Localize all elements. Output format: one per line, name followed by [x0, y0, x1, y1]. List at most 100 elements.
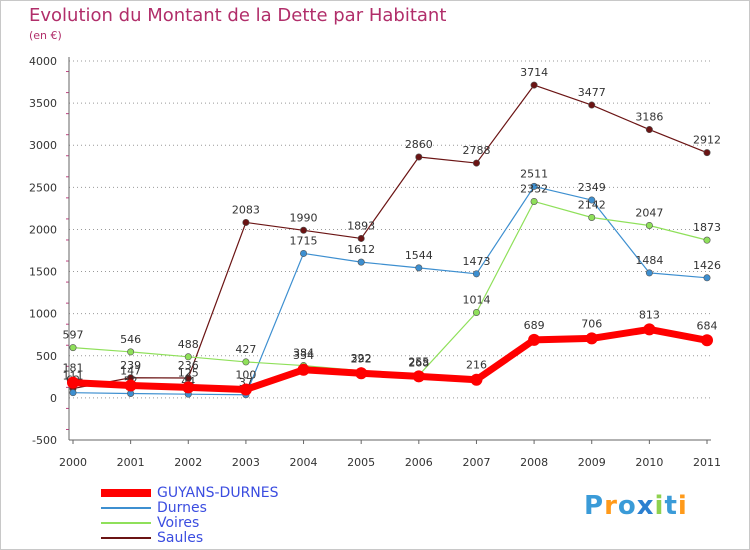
unit-label: (en €) — [29, 29, 62, 42]
data-point — [528, 333, 541, 346]
x-tick-label: 2008 — [520, 456, 548, 469]
data-label: 216 — [466, 359, 487, 372]
legend-label: Voires — [157, 515, 200, 531]
data-point — [67, 376, 79, 389]
data-point — [703, 236, 711, 244]
data-label: 2349 — [578, 181, 606, 194]
legend-label: GUYANS-DURNES — [157, 485, 279, 501]
brand-logo: Proxiti — [584, 491, 688, 521]
series-line-guyans-durnes — [72, 325, 708, 393]
data-label: 147 — [120, 365, 141, 378]
data-label: 322 — [351, 352, 372, 365]
y-tick-label: 2000 — [29, 223, 57, 236]
data-point — [588, 213, 596, 221]
data-point — [703, 149, 711, 157]
data-point — [472, 159, 480, 167]
data-point — [645, 221, 653, 229]
data-point — [242, 218, 250, 226]
data-point — [357, 258, 365, 266]
x-tick-label: 2009 — [578, 456, 606, 469]
data-point — [242, 358, 250, 366]
data-label: 2788 — [462, 144, 490, 157]
data-point — [69, 344, 77, 352]
data-label: 684 — [697, 319, 718, 332]
data-point — [297, 363, 310, 376]
x-tick-label: 2000 — [59, 456, 87, 469]
data-point — [69, 389, 77, 397]
y-tick-label: 500 — [36, 350, 57, 363]
data-label: 3186 — [635, 111, 663, 124]
brand-letter: x — [636, 491, 655, 521]
data-label: 334 — [293, 349, 314, 362]
data-label: 3714 — [520, 66, 548, 79]
brand-letter: r — [604, 491, 618, 521]
data-label: 1426 — [693, 259, 721, 272]
data-point — [124, 379, 137, 392]
data-point — [182, 381, 195, 394]
x-tick-label: 2002 — [174, 456, 202, 469]
chart-title: Evolution du Montant de la Dette par Hab… — [29, 5, 447, 26]
series-line-durnes — [72, 185, 708, 396]
data-label: 268 — [408, 356, 429, 369]
data-label: 239 — [120, 359, 141, 372]
data-label: 255 — [408, 355, 429, 368]
data-label: 488 — [178, 338, 199, 351]
legend-swatch — [101, 522, 151, 524]
data-label: 706 — [581, 317, 602, 330]
data-point — [357, 234, 365, 242]
data-point — [645, 269, 653, 277]
legend-label: Saules — [157, 530, 204, 546]
y-tick-label: 3500 — [29, 97, 57, 110]
series-line-saules — [72, 84, 708, 390]
x-tick-label: 2006 — [405, 456, 433, 469]
data-label: 384 — [293, 347, 314, 360]
x-tick-label: 2010 — [635, 456, 663, 469]
y-tick-label: 3000 — [29, 139, 57, 152]
data-point — [355, 367, 368, 380]
data-point — [530, 197, 538, 205]
data-point — [588, 196, 596, 204]
data-label: 1612 — [347, 243, 375, 256]
data-label: 813 — [639, 308, 660, 321]
x-tick-label: 2004 — [290, 456, 318, 469]
data-label: 597 — [63, 329, 84, 342]
y-tick-label: 1500 — [29, 266, 57, 279]
x-tick-label: 2011 — [693, 456, 721, 469]
x-tick-label: 2005 — [347, 456, 375, 469]
legend-item: GUYANS-DURNES — [101, 485, 361, 501]
data-point — [530, 182, 538, 190]
data-point — [415, 153, 423, 161]
legend-swatch — [101, 537, 151, 539]
data-label: 2912 — [693, 134, 721, 147]
x-tick-label: 2003 — [232, 456, 260, 469]
data-point — [472, 308, 480, 316]
data-label: 292 — [351, 352, 372, 365]
data-label: 236 — [178, 359, 199, 372]
x-tick-label: 2007 — [462, 456, 490, 469]
data-label: 2047 — [635, 206, 663, 219]
brand-letter: i — [654, 491, 665, 521]
x-tick-label: 2001 — [117, 456, 145, 469]
data-point — [300, 249, 308, 257]
data-point — [470, 373, 483, 386]
data-point — [703, 274, 711, 282]
data-point — [127, 348, 135, 356]
y-tick-label: 4000 — [29, 55, 57, 68]
data-label: 1014 — [462, 293, 490, 306]
data-label: 689 — [524, 319, 545, 332]
data-label: 427 — [235, 343, 256, 356]
data-point — [701, 334, 713, 347]
data-point — [415, 264, 423, 272]
data-label: 181 — [63, 362, 84, 375]
data-label: 2860 — [405, 138, 433, 151]
data-point — [300, 226, 308, 234]
data-point — [588, 101, 596, 109]
data-label: 1990 — [290, 211, 318, 224]
y-tick-label: 2500 — [29, 181, 57, 194]
data-label: 1484 — [635, 254, 663, 267]
brand-letter: o — [617, 491, 637, 521]
data-point — [472, 270, 480, 278]
data-label: 2332 — [520, 182, 548, 195]
